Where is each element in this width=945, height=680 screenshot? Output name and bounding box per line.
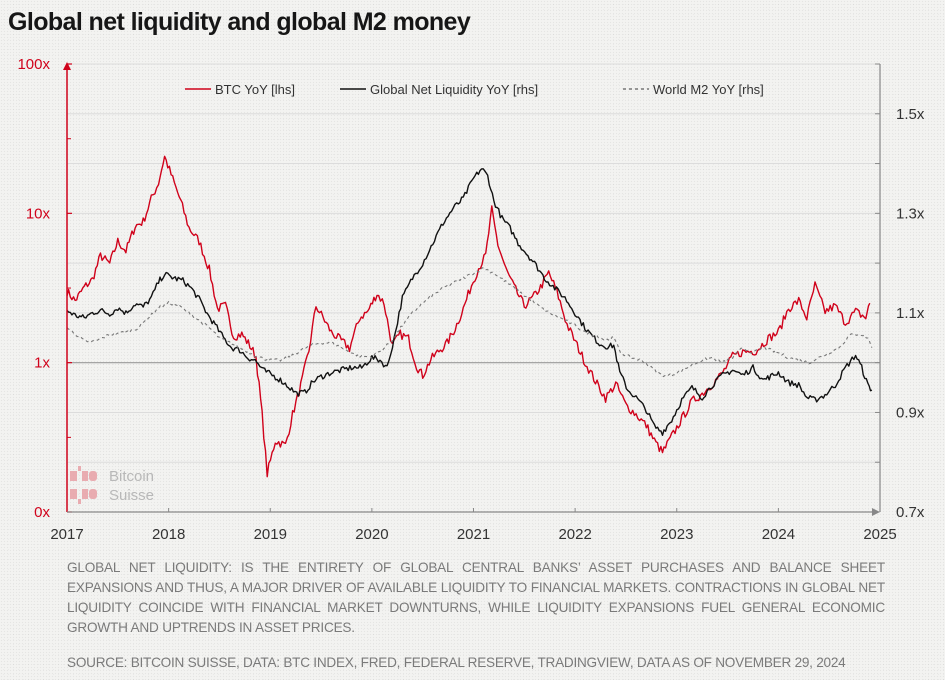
gridlines bbox=[67, 63, 880, 513]
legend-label-m2: World M2 YoY [rhs] bbox=[653, 82, 764, 97]
watermark-line-2: Suisse bbox=[109, 487, 154, 504]
x-tick-label: 2025 bbox=[863, 526, 896, 543]
chart: Bitcoin Suisse 0x 1x 10x 100x 0.7x 0.9x 1.1x 1.… bbox=[17, 56, 924, 543]
left-tick-label: 10x bbox=[26, 205, 51, 222]
bitcoin-suisse-watermark: Bitcoin Suisse bbox=[70, 466, 154, 504]
x-tick-label: 2018 bbox=[152, 526, 185, 543]
right-tick-label: 0.7x bbox=[896, 504, 925, 521]
right-tick-label: 1.3x bbox=[896, 205, 925, 222]
x-tick-label: 2023 bbox=[660, 526, 693, 543]
x-tick-label: 2019 bbox=[254, 526, 287, 543]
watermark-line-1: Bitcoin bbox=[109, 468, 154, 485]
x-tick-label: 2021 bbox=[457, 526, 490, 543]
bitcoin-suisse-logo-icon bbox=[70, 466, 97, 504]
series-layer bbox=[66, 155, 873, 478]
x-tick-label: 2017 bbox=[50, 526, 83, 543]
right-tick-label: 1.5x bbox=[896, 106, 925, 123]
chart-caption: GLOBAL NET LIQUIDITY: IS THE ENTIRETY OF… bbox=[67, 560, 885, 635]
series-line-m2 bbox=[66, 267, 873, 378]
left-axis-arrow-icon bbox=[63, 62, 71, 70]
left-tick-label: 0x bbox=[34, 504, 50, 521]
x-axis-arrow-icon bbox=[872, 508, 880, 516]
left-tick-label: 1x bbox=[34, 355, 50, 372]
chart-title: Global net liquidity and global M2 money bbox=[8, 8, 471, 36]
x-tick-label: 2024 bbox=[762, 526, 795, 543]
x-tick-label: 2022 bbox=[558, 526, 591, 543]
series-line-liquidity bbox=[66, 168, 873, 436]
series-line-btc bbox=[66, 155, 871, 478]
legend-label-liquidity: Global Net Liquidity YoY [rhs] bbox=[370, 82, 538, 97]
source-note: SOURCE: BITCOIN SUISSE, DATA: BTC INDEX,… bbox=[67, 655, 846, 670]
legend: BTC YoY [lhs] Global Net Liquidity YoY [r… bbox=[185, 82, 764, 97]
axes: 0x 1x 10x 100x 0.7x 0.9x 1.1x 1.3x 1.5x 2017 2018 2… bbox=[17, 56, 924, 543]
x-tick-label: 2020 bbox=[355, 526, 388, 543]
right-tick-label: 0.9x bbox=[896, 404, 925, 421]
left-tick-label: 100x bbox=[17, 56, 50, 73]
legend-label-btc: BTC YoY [lhs] bbox=[215, 82, 295, 97]
right-tick-label: 1.1x bbox=[896, 305, 925, 322]
